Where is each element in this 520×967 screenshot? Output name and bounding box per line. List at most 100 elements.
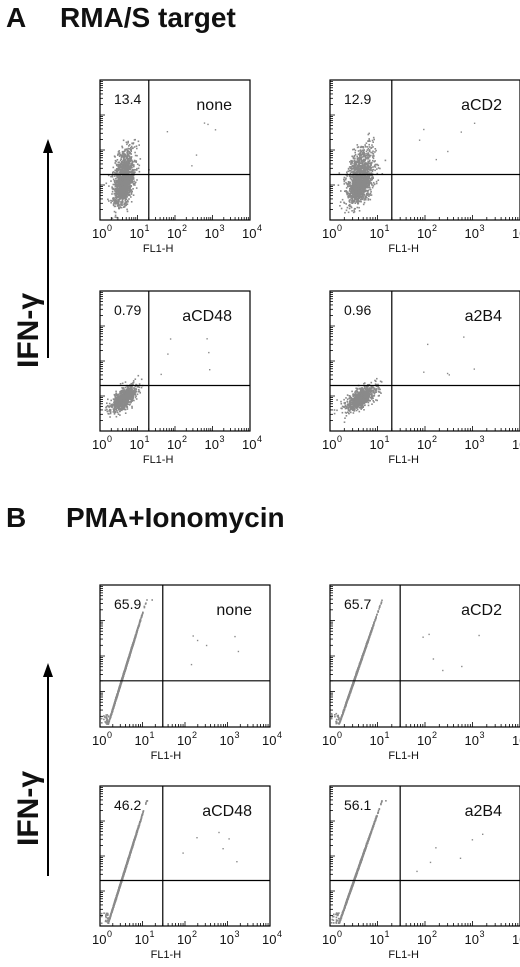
cell-event [353,184,355,187]
cell-event [352,395,354,398]
cell-event [119,159,122,162]
cell-event [117,202,119,205]
cell-event [372,399,374,402]
cell-event [364,382,366,384]
cell-event [124,150,126,152]
cell-event [375,391,378,393]
cell-event [374,160,376,162]
cell-event [112,199,115,201]
cell-events [105,122,217,219]
cell-event [125,148,128,150]
cell-event [375,399,377,401]
cell-event [125,204,128,206]
cell-event [124,404,127,406]
cell-event [346,171,348,174]
cell-event [359,165,362,167]
cell-event [127,180,129,182]
cell-event [362,167,365,169]
cell-event [362,172,364,174]
cell-event [359,403,362,405]
cell-event [132,183,135,185]
cell-event [125,200,128,203]
cell-event [358,165,361,167]
cell-event [128,185,130,187]
cell-event [135,160,138,163]
cell-event [353,393,355,395]
cell-event [113,408,116,411]
cell-event [435,158,437,161]
cell-event [352,394,354,396]
cell-event [112,171,115,173]
cell-event [124,175,127,177]
cell-event [107,398,109,401]
cell-event [360,175,362,177]
cell-event [120,184,122,187]
cell-event [351,155,353,158]
cell-event [350,166,352,168]
cell-event [360,157,363,159]
cell-event [130,167,132,169]
cell-event [117,169,120,172]
cell-event [367,164,369,166]
cell-event [370,154,372,157]
cell-event [345,209,348,212]
cell-event [123,388,125,390]
cell-event [125,402,127,404]
cell-event [133,389,136,392]
cell-event [361,162,364,165]
x-tick-exponent: 3 [480,223,485,233]
cell-event [375,385,378,388]
cell-event [122,157,125,159]
x-tick-label: 10 [465,437,479,452]
cell-event [375,380,377,383]
cell-event [356,187,358,189]
cell-event [133,165,135,168]
cell-event [133,159,136,162]
cell-event [125,183,127,186]
cell-event [423,371,425,373]
cell-event [370,146,373,149]
cell-event [122,160,124,162]
cell-event [369,169,371,172]
cell-event [363,184,365,187]
cell-event [130,176,132,179]
cell-event [357,406,359,409]
cell-event [124,194,126,197]
cell-event [126,193,128,196]
cell-event [126,171,129,173]
cell-event [128,391,130,394]
cell-event [343,201,345,204]
cell-event [364,195,366,198]
cell-event [364,180,367,183]
cell-event [354,169,356,171]
cell-event [140,386,143,389]
cell-event [353,155,356,157]
cell-event [360,159,362,161]
cell-event [124,396,126,398]
cell-event [113,401,115,404]
cell-event [363,382,365,385]
cell-event [115,199,118,201]
cell-event [362,197,364,199]
cell-event [120,155,123,158]
cell-event [127,393,129,395]
upper-left-percentage: 13.4 [114,91,141,107]
cell-event [126,394,128,397]
cell-event [348,190,351,192]
cell-event [370,166,373,169]
cell-event [350,411,352,414]
cell-event [362,401,365,403]
cell-event [446,372,449,375]
cell-event [347,170,350,173]
cell-event [363,400,365,402]
cell-event [337,184,340,186]
cell-event [366,165,368,167]
cell-event [350,195,353,198]
cell-event [122,185,125,188]
cell-event [353,148,355,150]
cell-event [376,388,378,390]
cell-event [351,196,354,198]
cell-event [132,382,134,384]
cell-event [347,411,349,413]
